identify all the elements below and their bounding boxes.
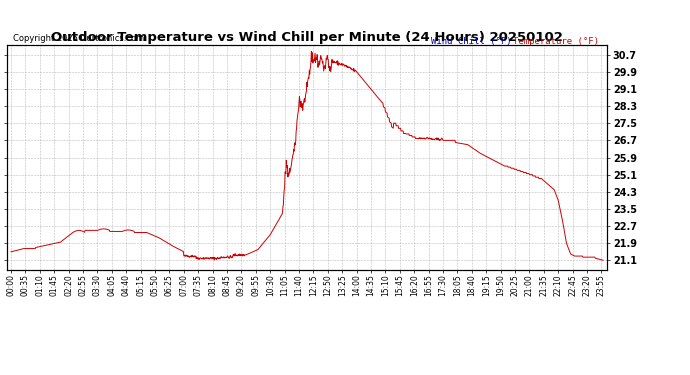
Title: Outdoor Temperature vs Wind Chill per Minute (24 Hours) 20250102: Outdoor Temperature vs Wind Chill per Mi… xyxy=(51,31,563,44)
Legend: Wind Chill (°F), Temperature (°F): Wind Chill (°F), Temperature (°F) xyxy=(427,34,602,50)
Text: Copyright 2025 Curtronics.com: Copyright 2025 Curtronics.com xyxy=(13,34,144,43)
